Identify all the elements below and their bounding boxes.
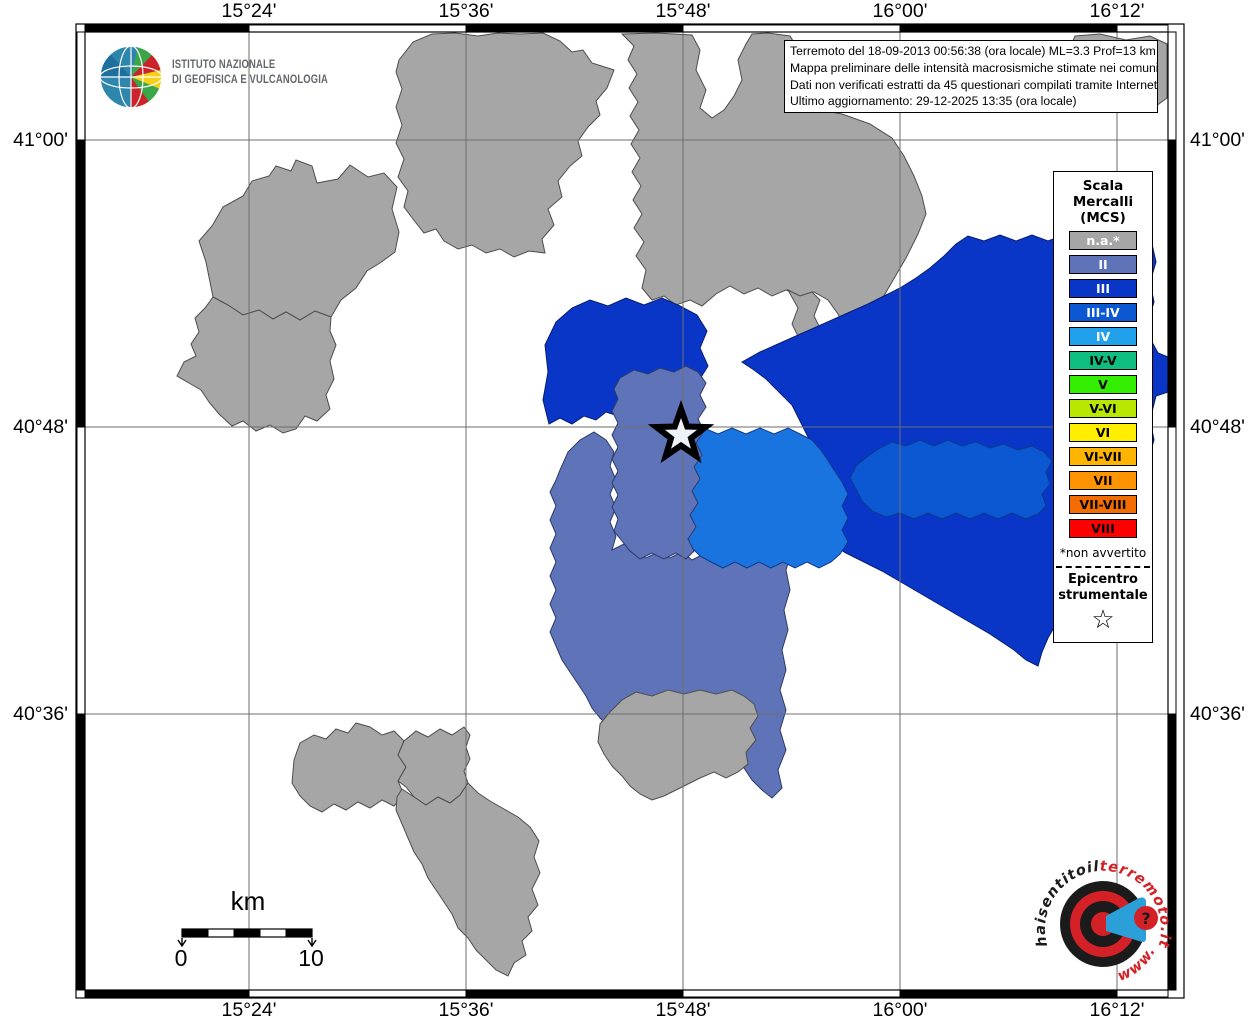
scale-bar-unit: km xyxy=(230,886,266,916)
region-na xyxy=(198,159,400,321)
tick-top-5: 16°12' xyxy=(1089,0,1145,22)
legend-epicenter-line1: Epicentro xyxy=(1068,572,1138,587)
region-na xyxy=(176,296,337,434)
region-ii-epicentral xyxy=(611,365,707,560)
legend-swatch-iv-v: IV-V xyxy=(1069,351,1137,370)
info-line-map: Mappa preliminare delle intensità macros… xyxy=(790,60,1158,75)
legend-swatch-iii-iv: III-IV xyxy=(1069,303,1137,322)
legend-title-line2: Mercalli xyxy=(1072,194,1134,210)
tick-right-3: 40°36' xyxy=(1190,703,1245,725)
legend-swatch-viii: VIII xyxy=(1069,519,1137,538)
legend-swatch-v: V xyxy=(1069,375,1137,394)
info-line-event: Terremoto del 18-09-2013 00:56:38 (ora l… xyxy=(790,44,1156,58)
legend-swatch-vi: VI xyxy=(1069,423,1137,442)
legend-swatch-ii: II xyxy=(1069,255,1137,274)
ingv-logo-icon xyxy=(99,45,163,109)
region-iii-northwest xyxy=(542,297,709,425)
legend-swatch-iv: IV xyxy=(1069,327,1137,346)
tick-left-1: 41°00' xyxy=(13,129,68,151)
tick-bottom-3: 15°48' xyxy=(655,999,711,1021)
region-iii-iv-east xyxy=(849,439,1053,520)
haisentitoilterremoto-logo-icon: ? haisentitoilterremoto.it www. xyxy=(1033,859,1172,985)
region-na xyxy=(395,782,541,977)
tick-right-1: 41°00' xyxy=(1190,129,1245,151)
legend-swatch-vii: VII xyxy=(1069,471,1137,490)
legend-swatch-vi-vii: VI-VII xyxy=(1069,447,1137,466)
scale-bar-start: 0 xyxy=(174,945,188,971)
epicenter-star-icon xyxy=(647,400,715,464)
tick-top-3: 15°48' xyxy=(655,0,711,22)
scale-bar xyxy=(177,928,317,948)
legend-epicenter-line2: strumentale xyxy=(1058,588,1148,603)
legend-title-line1: Scala xyxy=(1082,178,1124,194)
tick-right-2: 40°48' xyxy=(1190,416,1245,438)
map-frame-inner xyxy=(84,31,1169,991)
legend-swatch-iii: III xyxy=(1069,279,1137,298)
tick-top-2: 15°36' xyxy=(438,0,494,22)
legend-footnote: *non avvertito xyxy=(1059,546,1147,560)
tick-bottom-5: 16°12' xyxy=(1089,999,1145,1021)
ingv-wordmark-line1: ISTITUTO NAZIONALE xyxy=(172,59,276,71)
map-frame-outer xyxy=(75,23,1185,999)
frame-band-top xyxy=(84,24,1169,33)
tick-bottom-1: 15°24' xyxy=(221,999,277,1021)
tick-bottom-4: 16°00' xyxy=(872,999,928,1021)
ingv-wordmark: ISTITUTO NAZIONALE DI GEOFISICA E VULCAN… xyxy=(172,58,328,88)
frame-band-left xyxy=(76,31,86,991)
tick-top-4: 16°00' xyxy=(872,0,928,22)
scale-bar-end: 10 xyxy=(298,945,324,971)
ingv-wordmark-line2: DI GEOFISICA E VULCANOLOGIA xyxy=(172,74,329,86)
region-na xyxy=(291,722,407,813)
legend-swatch-v-vi: V-VI xyxy=(1069,399,1137,418)
legend-swatch-vii-viii: VII-VIII xyxy=(1069,495,1137,514)
tick-left-2: 40°48' xyxy=(13,416,68,438)
region-na xyxy=(395,32,615,258)
frame-band-right xyxy=(1167,31,1177,991)
tick-left-3: 40°36' xyxy=(13,703,68,725)
legend-title-line3: (MCS) xyxy=(1080,210,1126,226)
frame-band-bottom xyxy=(84,989,1169,998)
info-line-updated: Ultimo aggiornamento: 29-12-2025 13:35 (… xyxy=(790,94,1077,109)
region-na xyxy=(597,689,759,801)
info-line-data: Dati non verificati estratti da 45 quest… xyxy=(790,77,1158,92)
legend-swatch-na: n.a.* xyxy=(1069,231,1137,250)
legend-divider xyxy=(1056,566,1150,568)
epicenter-legend-star-icon: ☆ xyxy=(1091,605,1115,635)
legend-box: Scala Mercalli (MCS) n.a.* II III III-IV… xyxy=(1053,171,1153,643)
tick-top-1: 15°24' xyxy=(221,0,277,22)
tick-bottom-2: 15°36' xyxy=(438,999,494,1021)
earthquake-info-box: Terremoto del 18-09-2013 00:56:38 (ora l… xyxy=(784,40,1158,113)
question-mark-glyph: ? xyxy=(1141,909,1150,928)
